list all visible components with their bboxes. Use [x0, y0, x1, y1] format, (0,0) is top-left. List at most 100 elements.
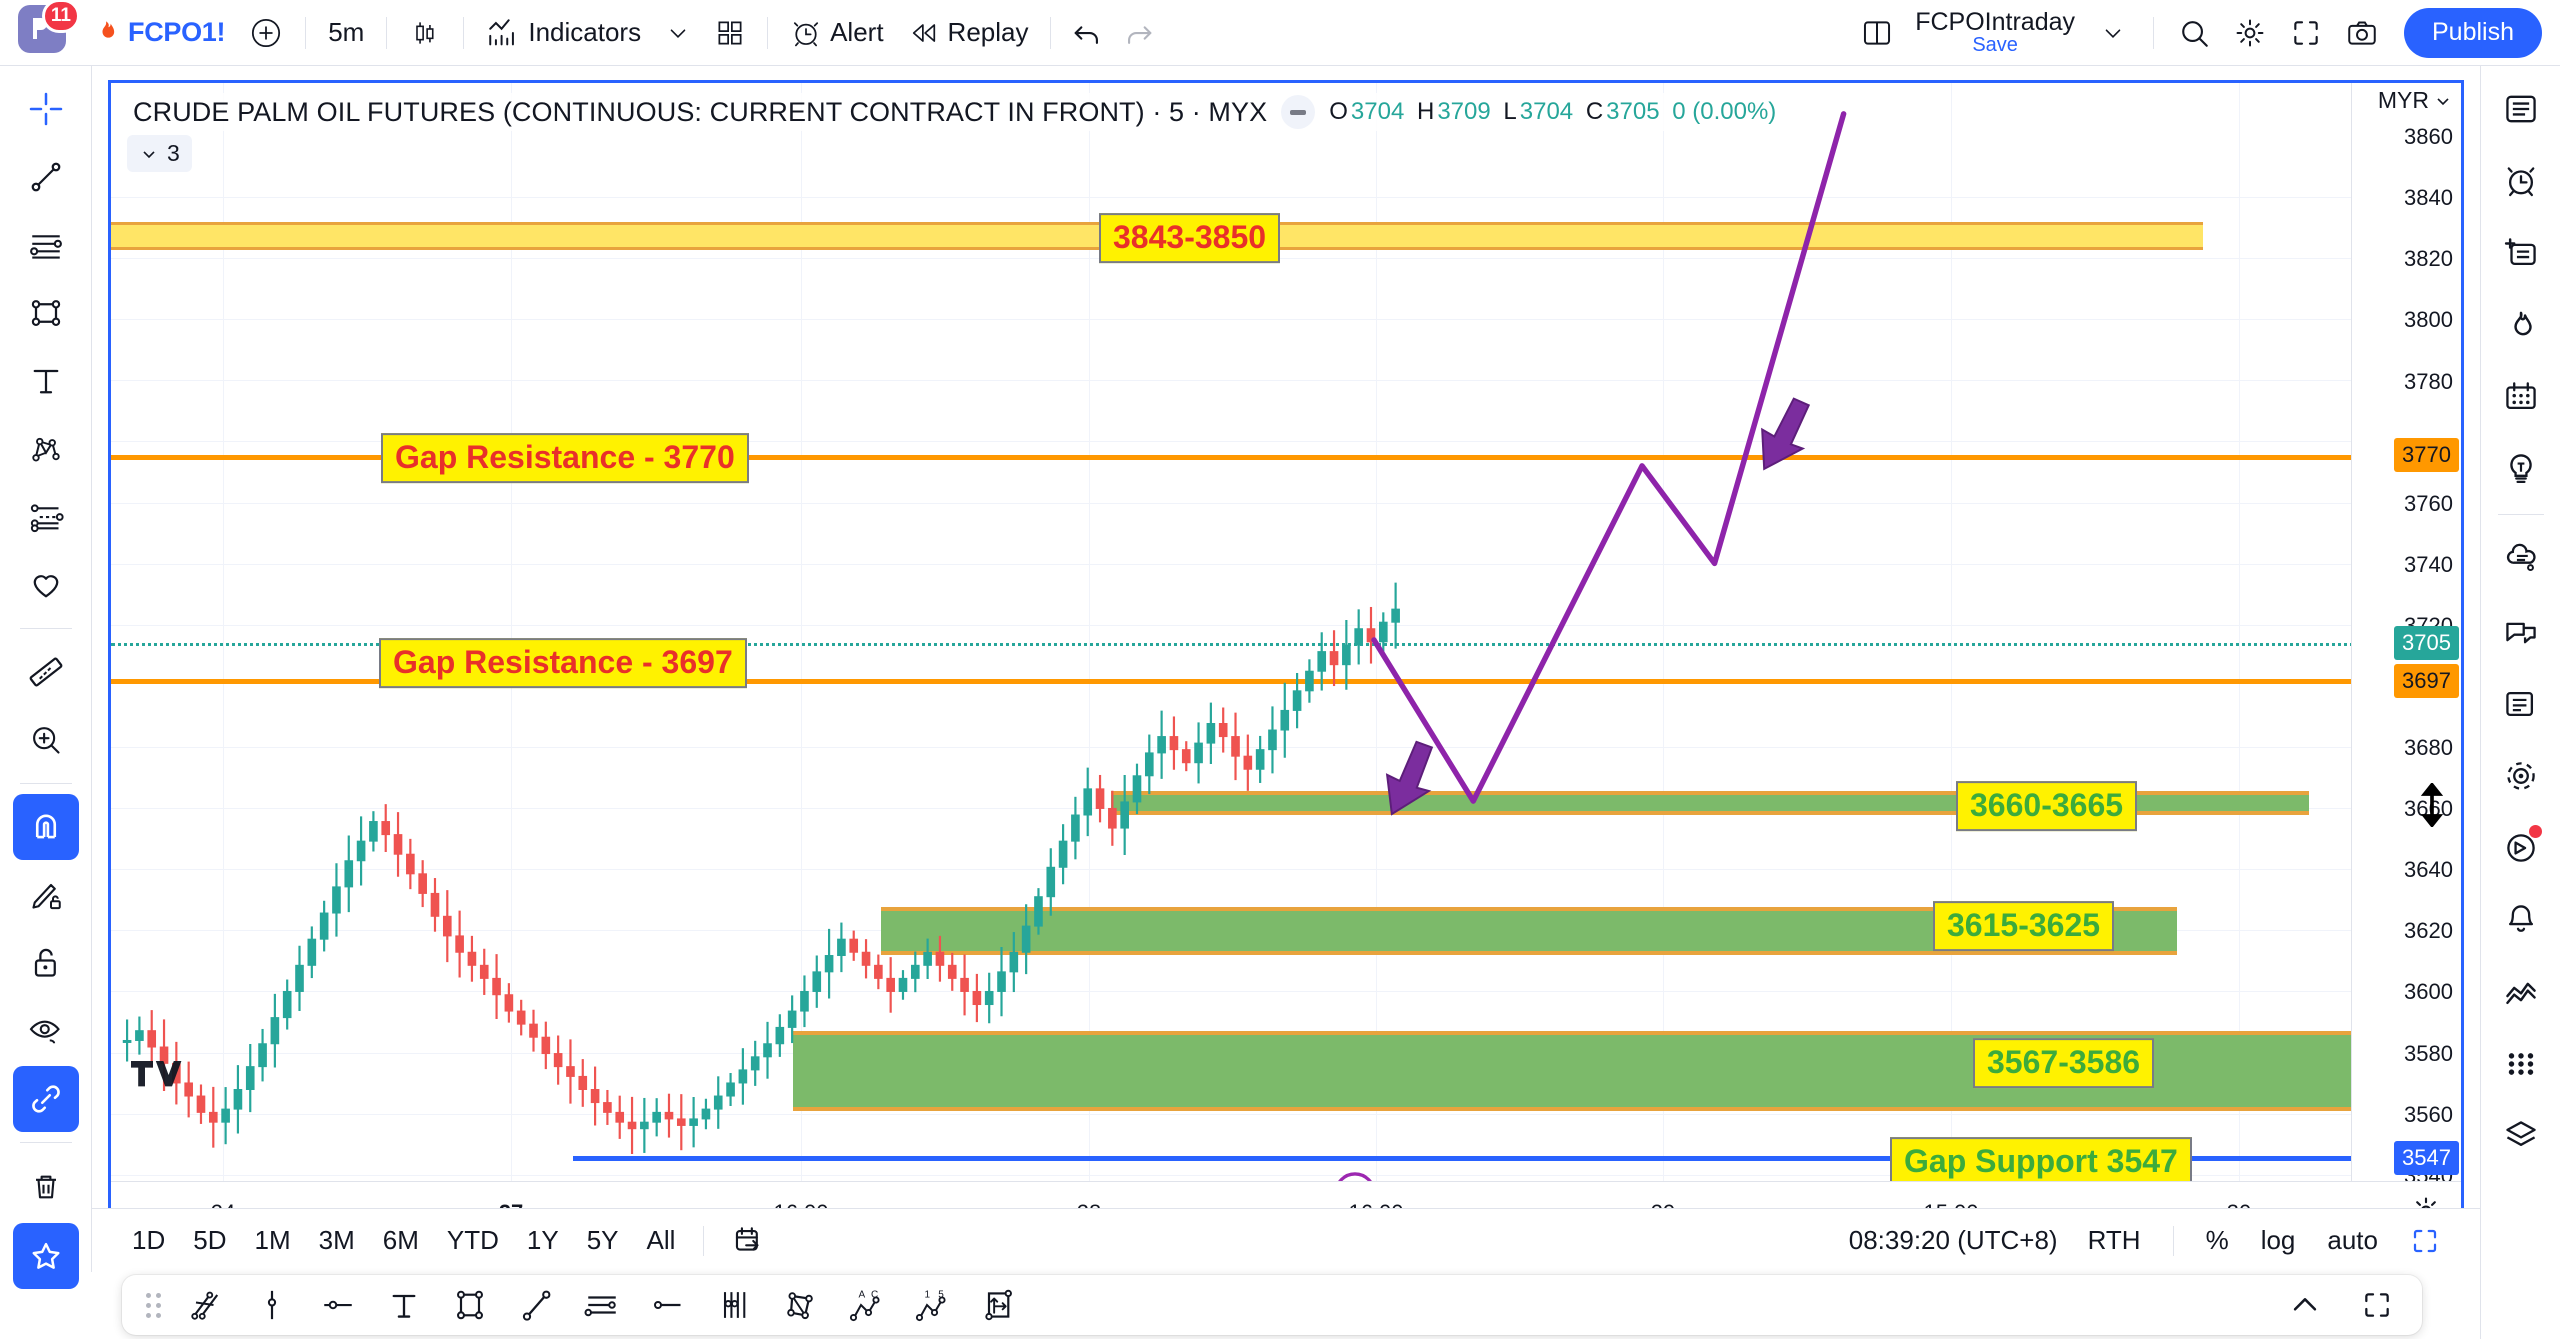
range-1m[interactable]: 1M [254, 1225, 291, 1255]
broker-button[interactable] [2490, 745, 2552, 807]
price-tag-3697[interactable]: 3697 [2394, 664, 2459, 698]
snapshot-button[interactable] [2336, 7, 2388, 59]
layout-select-button[interactable] [1851, 7, 1903, 59]
search-button[interactable] [2168, 7, 2220, 59]
public-chats-button[interactable] [2490, 601, 2552, 663]
arrow-up-to-3770-zone[interactable] [1744, 392, 1826, 480]
trend-line-tool[interactable] [13, 144, 79, 210]
alert-button[interactable]: Alert [778, 9, 895, 57]
zone-label-3660-3665[interactable]: 3660-3665 [1956, 781, 2138, 831]
layout-dropdown-button[interactable] [2087, 7, 2139, 59]
range-1y[interactable]: 1Y [526, 1225, 559, 1255]
watchlist-button[interactable] [2490, 78, 2552, 140]
auto-scale-toggle[interactable]: auto [2327, 1225, 2378, 1255]
polygon-tool[interactable] [769, 1281, 831, 1329]
range-ytd[interactable]: YTD [446, 1225, 499, 1255]
remove-drawings-tool[interactable] [13, 1153, 79, 1219]
measure-tool[interactable] [13, 639, 79, 705]
undo-button[interactable] [1061, 7, 1113, 59]
range-3m[interactable]: 3M [318, 1225, 355, 1255]
indicators-dropdown[interactable] [653, 9, 703, 57]
chart-pane[interactable]: 3843-3850 Gap Resistance - 3770 Gap Resi… [108, 80, 2464, 1248]
pattern-tool[interactable] [13, 416, 79, 482]
horizontal-lines-tool[interactable] [13, 212, 79, 278]
symbol-search-button[interactable]: FCPO1! [80, 9, 237, 57]
stream-button[interactable] [2490, 961, 2552, 1023]
chart-event-marker[interactable] [1333, 1171, 1377, 1181]
price-tag-3770[interactable]: 3770 [2394, 438, 2459, 472]
add-note-button[interactable] [2490, 222, 2552, 284]
gap-resistance-3770-line[interactable] [111, 455, 2351, 460]
zone-label-3615-3625[interactable]: 3615-3625 [1933, 901, 2115, 951]
drawing-mode-tool[interactable] [13, 862, 79, 928]
chat-button[interactable] [2490, 529, 2552, 591]
price-scale[interactable]: MYR 3860 3840 3820 3800 3780 3760 3740 3… [2351, 83, 2461, 1188]
price-tag-last-3705[interactable]: 3705 [2394, 626, 2459, 660]
alerts-button[interactable] [2490, 150, 2552, 212]
gap-resistance-3697-line[interactable] [111, 679, 2351, 684]
chart-style-button[interactable] [397, 9, 453, 57]
trading-panel-button[interactable] [2490, 817, 2552, 879]
drag-grip-icon[interactable] [136, 1292, 171, 1318]
zone-label-3843-3850[interactable]: 3843-3850 [1099, 213, 1281, 263]
ray-tool[interactable] [637, 1281, 699, 1329]
ideas-button[interactable] [2490, 438, 2552, 500]
layers-button[interactable] [2490, 1105, 2552, 1167]
publish-button[interactable]: Publish [2404, 7, 2542, 58]
range-1d[interactable]: 1D [132, 1225, 166, 1255]
layout-save-link[interactable]: Save [1972, 34, 2018, 57]
settings-button[interactable] [2224, 7, 2276, 59]
fullscreen-button[interactable] [2280, 7, 2332, 59]
vertical-line-tool[interactable] [241, 1281, 303, 1329]
gap-support-3547-line[interactable] [573, 1156, 2351, 1161]
magnet-tool[interactable] [12, 794, 79, 860]
legend-visibility-toggle[interactable] [1281, 95, 1316, 129]
range-6m[interactable]: 6M [382, 1225, 419, 1255]
price-tag-3547[interactable]: 3547 [2394, 1141, 2459, 1175]
chart-legend[interactable]: CRUDE PALM OIL FUTURES (CONTINUOUS: CURR… [127, 93, 1783, 131]
range-5d[interactable]: 5D [193, 1225, 227, 1255]
text-tool[interactable] [373, 1281, 435, 1329]
gap-resistance-3697-label[interactable]: Gap Resistance - 3697 [379, 638, 747, 688]
timeframe-button[interactable]: 5m [316, 9, 376, 57]
go-to-date-button[interactable] [718, 1218, 780, 1264]
collapse-toolbar-button[interactable] [2274, 1281, 2336, 1329]
rectangle-tool[interactable] [439, 1281, 501, 1329]
templates-button[interactable] [703, 9, 757, 57]
cross-cursor-tool[interactable] [13, 76, 79, 142]
news-button[interactable] [2490, 673, 2552, 735]
fullscreen-chart-button[interactable] [2396, 1220, 2454, 1262]
favorites-heart-tool[interactable] [13, 552, 79, 618]
object-tree-button[interactable] [2490, 1033, 2552, 1095]
favorites-tool[interactable] [12, 1223, 79, 1289]
expand-toolbar-button[interactable] [2346, 1281, 2408, 1329]
pitchfork-tool[interactable] [703, 1281, 765, 1329]
percent-scale-toggle[interactable]: % [2205, 1225, 2229, 1255]
calendar-button[interactable] [2490, 366, 2552, 428]
user-avatar[interactable]: 11 [18, 0, 80, 61]
trend-line-tool[interactable] [505, 1281, 567, 1329]
layout-name-block[interactable]: FCPOIntraday Save [1907, 9, 2083, 56]
long-position-tool[interactable] [967, 1281, 1029, 1329]
log-scale-toggle[interactable]: log [2260, 1225, 2296, 1255]
lock-drawings-tool[interactable] [13, 930, 79, 996]
range-5y[interactable]: 5Y [586, 1225, 619, 1255]
horizontal-ray-tool[interactable] [307, 1281, 369, 1329]
session-toggle[interactable]: RTH [2087, 1225, 2141, 1255]
zone-label-3567-3586[interactable]: 3567-3586 [1973, 1038, 2155, 1088]
redo-button[interactable] [1113, 7, 1165, 59]
indicators-button[interactable]: Indicators [474, 9, 653, 57]
replay-button[interactable]: Replay [896, 9, 1041, 57]
gap-support-3547-label[interactable]: Gap Support 3547 [1890, 1137, 2192, 1181]
sync-drawings-tool[interactable] [12, 1066, 79, 1132]
rectangle-tool[interactable] [13, 280, 79, 346]
currency-selector[interactable]: MYR [2378, 87, 2453, 114]
cross-lines-tool[interactable] [175, 1281, 237, 1329]
zoom-in-tool[interactable] [13, 707, 79, 773]
elliott-wave-tool[interactable]: 1 5 [901, 1281, 963, 1329]
chart-plot-area[interactable]: 3843-3850 Gap Resistance - 3770 Gap Resi… [111, 83, 2351, 1181]
add-symbol-button[interactable] [237, 9, 295, 57]
range-all[interactable]: All [646, 1225, 676, 1255]
parallel-channel-tool[interactable] [571, 1281, 633, 1329]
abc-pattern-tool[interactable]: A C [835, 1281, 897, 1329]
